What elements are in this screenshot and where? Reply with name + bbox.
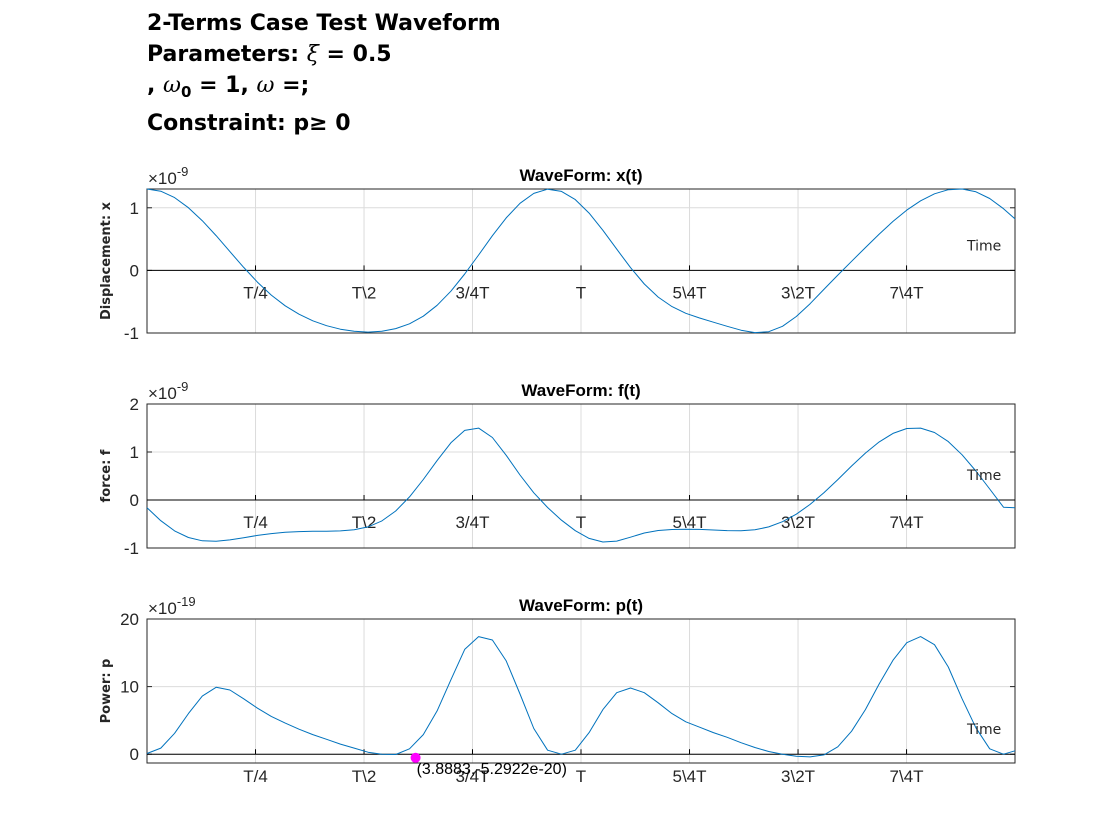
x-tick-label: 7\4T — [890, 513, 924, 532]
subplot-title: WaveForm: f(t) — [521, 381, 640, 400]
x-tick-label: T/4 — [243, 283, 268, 302]
y-tick-label: 1 — [130, 199, 139, 218]
x-tick-label: 5\4T — [673, 767, 707, 786]
x-tick-label: 7\4T — [890, 283, 924, 302]
y-axis-label: force: f — [99, 449, 114, 502]
x-tick-label: 5\4T — [673, 283, 707, 302]
x-tick-label: T\2 — [352, 767, 377, 786]
title-line-3: , ω0 = 1, ω =; — [147, 70, 501, 108]
y-tick-label: 2 — [130, 395, 139, 414]
exponent-value: -9 — [177, 164, 189, 179]
x-tick-label: T/4 — [243, 767, 268, 786]
title-line-4-suffix: 0 — [327, 111, 351, 136]
x-tick-label: T/4 — [243, 513, 268, 532]
x-tick-label: 3\2T — [781, 767, 815, 786]
x-tick-label: T\2 — [352, 513, 377, 532]
title-line-4-prefix: Constraint: p — [147, 111, 310, 136]
x-axis-time-label: Time — [966, 468, 1001, 484]
xi-symbol: ξ — [306, 42, 319, 67]
subplot-title: WaveForm: p(t) — [519, 596, 643, 615]
axes-box — [146, 618, 1016, 764]
exponent-value: -19 — [177, 594, 196, 609]
y-tick-label: -1 — [124, 539, 139, 558]
omega-subscript: 0 — [180, 83, 192, 101]
x-tick-label: 3/4T — [455, 767, 489, 786]
x-tick-label: T — [576, 513, 586, 532]
omega-symbol-2: ω — [256, 73, 275, 98]
title-line-3-mid: = 1, — [191, 73, 257, 98]
exponent-multiplier: ×10-9 — [148, 379, 188, 403]
y-tick-label: 20 — [120, 610, 139, 629]
x-tick-label: 7\4T — [890, 767, 924, 786]
series-line — [146, 427, 1016, 543]
subplot-2: -1 0 1 2 T/4 T\2 3/4T T 5\4T 3\2T 7\4T Time WaveForm… — [99, 379, 1016, 558]
x-tick-label: T — [576, 767, 586, 786]
subplot-1: -1 0 1 T/4 T\2 3/4T T 5\4T 3\2T 7\4T Time WaveForm:… — [99, 164, 1016, 343]
series-line — [146, 188, 1016, 334]
x-tick-label: 3/4T — [455, 283, 489, 302]
y-tick-label: 0 — [130, 261, 139, 280]
datatip-label: (3.8883,-5.2922e-20) — [417, 761, 567, 778]
exponent-multiplier: ×10-9 — [148, 164, 188, 188]
title-line-2-prefix: Parameters: — [147, 42, 307, 67]
axes-box — [146, 188, 1016, 334]
x-tick-label: 3\2T — [781, 283, 815, 302]
series-line — [146, 636, 1016, 758]
title-line-4: Constraint: p≥ 0 — [147, 108, 501, 139]
x-tick-label: 5\4T — [673, 513, 707, 532]
title-line-1: 2-Terms Case Test Waveform — [147, 11, 501, 36]
exponent-value: -9 — [177, 379, 189, 394]
x-axis-time-label: Time — [966, 238, 1001, 254]
y-axis-label: Displacement: x — [99, 201, 114, 320]
title-line-3-prefix: , — [147, 73, 164, 98]
x-tick-label: 3\2T — [781, 513, 815, 532]
title-line-2: Parameters: ξ = 0.5 — [147, 39, 501, 70]
x-tick-label: T\2 — [352, 283, 377, 302]
y-axis-label: Power: p — [99, 659, 114, 724]
figure-title: 2-Terms Case Test Waveform Parameters: ξ… — [147, 8, 501, 139]
datatip-marker — [410, 752, 421, 763]
exponent-multiplier: ×10-19 — [148, 594, 196, 618]
title-line-3-suffix: =; — [274, 73, 310, 98]
y-tick-label: 0 — [130, 745, 139, 764]
y-tick-label: 10 — [120, 678, 139, 697]
x-tick-label: T — [576, 283, 586, 302]
x-axis-time-label: Time — [966, 722, 1001, 738]
y-tick-label: 0 — [130, 491, 139, 510]
title-line-2-suffix: = 0.5 — [318, 42, 392, 67]
omega-symbol: ω — [163, 73, 181, 98]
axes-box — [146, 403, 1016, 549]
y-tick-label: 1 — [130, 443, 139, 462]
geq-symbol: ≥ — [309, 111, 328, 136]
subplot-title: WaveForm: x(t) — [519, 166, 642, 185]
subplot-3: 0 10 20 T/4 T\2 3/4T T 5\4T 3\2T 7\4T Time WaveForm… — [99, 594, 1016, 786]
y-tick-label: -1 — [124, 324, 139, 343]
x-tick-label: 3/4T — [455, 513, 489, 532]
